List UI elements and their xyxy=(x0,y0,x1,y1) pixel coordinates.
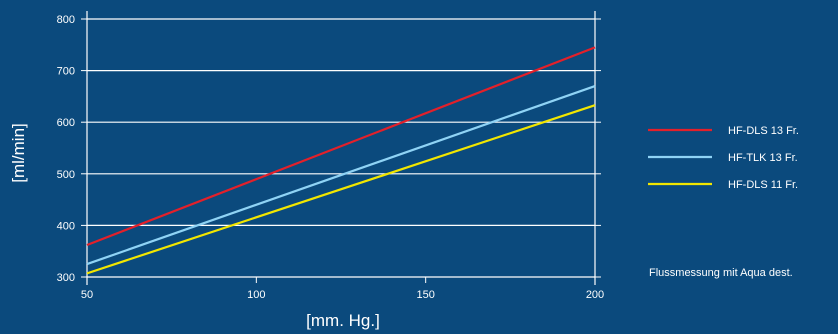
y-axis-label: [ml/min] xyxy=(9,123,28,183)
legend: HF-DLS 13 Fr. HF-TLK 13 Fr. HF-DLS 11 Fr. xyxy=(648,125,799,191)
series-line-2 xyxy=(86,85,596,266)
y-tick-label: 800 xyxy=(57,14,75,26)
legend-label-1: HF-DLS 13 Fr. xyxy=(728,125,799,137)
series-line-3 xyxy=(86,104,596,275)
y-tick-label: 700 xyxy=(57,66,75,78)
axes xyxy=(81,11,601,285)
annotation-note: Flussmessung mit Aqua dest. xyxy=(649,267,793,279)
y-tick-label: 600 xyxy=(57,117,75,129)
y-tick-label: 400 xyxy=(57,220,75,232)
x-tick-label: 200 xyxy=(586,289,604,301)
legend-label-2: HF-TLK 13 Fr. xyxy=(728,152,798,164)
x-tick-label: 100 xyxy=(247,289,265,301)
x-tick-label: 150 xyxy=(416,289,434,301)
y-tick-label: 300 xyxy=(57,272,75,284)
grid-lines xyxy=(87,18,595,278)
x-axis-label: [mm. Hg.] xyxy=(306,311,380,330)
series-line-1 xyxy=(86,46,596,247)
y-tick-label: 500 xyxy=(57,169,75,181)
tick-labels: 300 400 500 600 700 800 50 100 150 200 xyxy=(57,14,605,301)
series-lines xyxy=(86,46,596,275)
x-tick-label: 50 xyxy=(81,289,93,301)
legend-label-3: HF-DLS 11 Fr. xyxy=(728,179,798,191)
